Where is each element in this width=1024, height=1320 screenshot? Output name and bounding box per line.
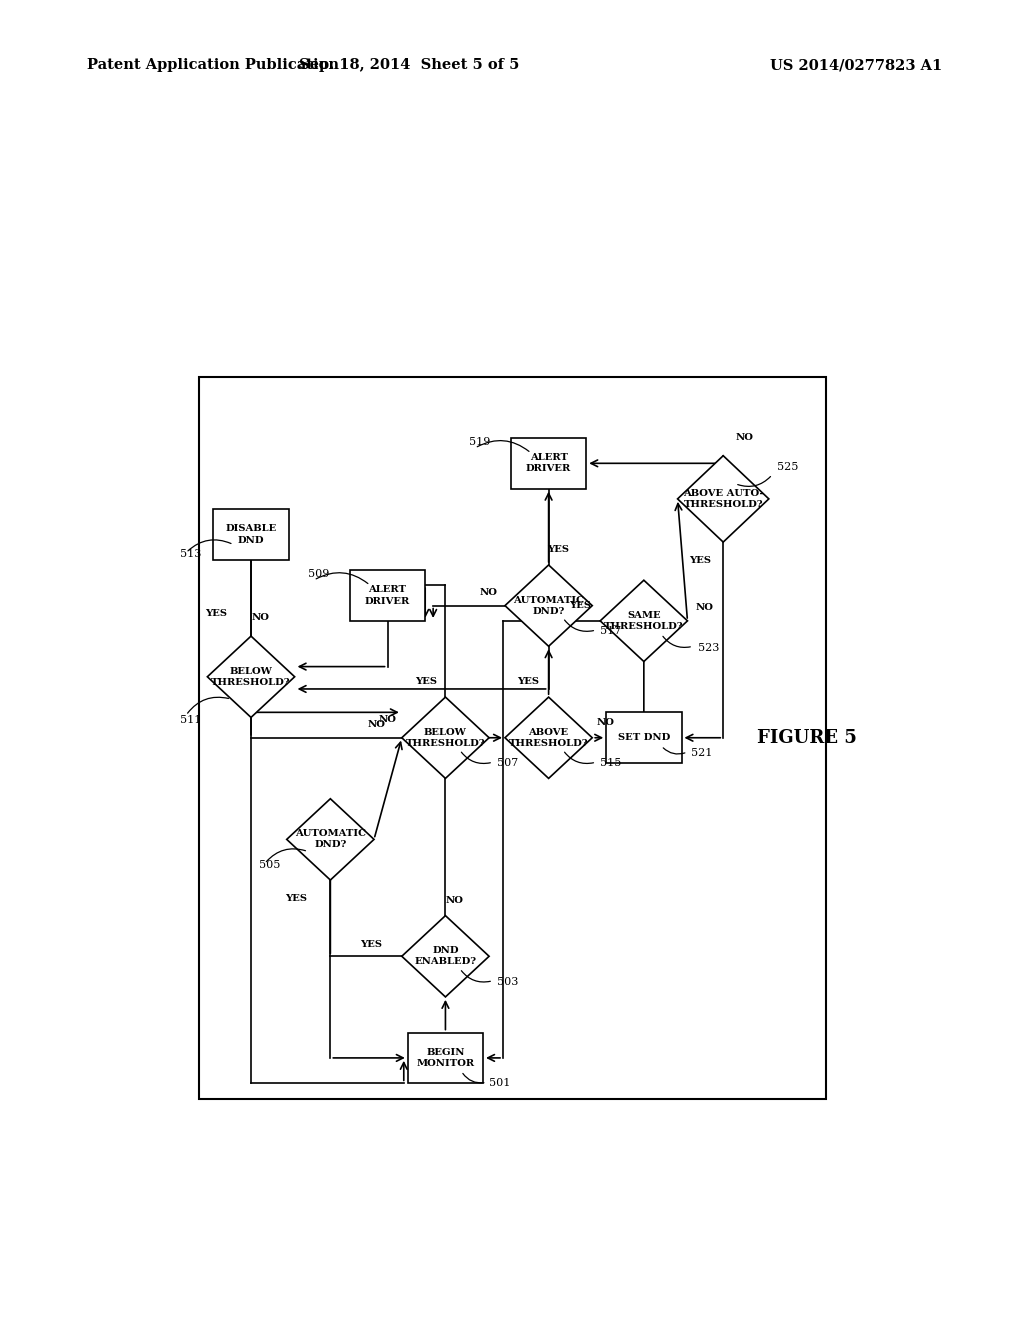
Bar: [213, 510, 289, 560]
Text: YES: YES: [360, 940, 382, 949]
Text: 525: 525: [777, 462, 799, 473]
Text: Sep. 18, 2014  Sheet 5 of 5: Sep. 18, 2014 Sheet 5 of 5: [299, 58, 520, 73]
Text: YES: YES: [205, 609, 227, 618]
Text: NO: NO: [596, 718, 614, 727]
Text: AUTOMATIC
DND?: AUTOMATIC DND?: [295, 829, 366, 850]
Polygon shape: [287, 799, 374, 880]
Bar: [200, 378, 826, 1098]
Text: ALERT
DRIVER: ALERT DRIVER: [526, 453, 571, 474]
Text: YES: YES: [547, 545, 569, 554]
Bar: [606, 713, 682, 763]
Text: 521: 521: [691, 748, 713, 758]
Text: YES: YES: [689, 556, 712, 565]
Text: BELOW
THRESHOLD?: BELOW THRESHOLD?: [211, 667, 291, 686]
Text: SAME
THRESHOLD?: SAME THRESHOLD?: [604, 611, 684, 631]
Text: ALERT
DRIVER: ALERT DRIVER: [365, 585, 411, 606]
Text: 519: 519: [469, 437, 490, 447]
Polygon shape: [505, 697, 592, 779]
Text: 513: 513: [179, 549, 201, 558]
Text: YES: YES: [568, 601, 591, 610]
Text: NO: NO: [446, 896, 464, 906]
Polygon shape: [401, 916, 489, 997]
Text: 515: 515: [600, 758, 622, 768]
Polygon shape: [678, 455, 769, 543]
Text: US 2014/0277823 A1: US 2014/0277823 A1: [770, 58, 942, 73]
Text: 511: 511: [179, 714, 201, 725]
Text: AUTOMATIC
DND?: AUTOMATIC DND?: [513, 595, 584, 615]
Text: 523: 523: [697, 643, 719, 653]
Text: FIGURE 5: FIGURE 5: [757, 729, 856, 747]
Bar: [511, 438, 587, 488]
Polygon shape: [600, 581, 687, 661]
Text: ABOVE AUTO-
THRESHOLD?: ABOVE AUTO- THRESHOLD?: [683, 488, 764, 510]
Text: SET DND: SET DND: [617, 733, 670, 742]
Text: NO: NO: [695, 603, 714, 612]
Text: DND
ENABLED?: DND ENABLED?: [415, 946, 476, 966]
Text: ABOVE
THRESHOLD?: ABOVE THRESHOLD?: [509, 727, 589, 748]
Text: BELOW
THRESHOLD?: BELOW THRESHOLD?: [406, 727, 485, 748]
Polygon shape: [207, 636, 295, 718]
Text: NO: NO: [252, 614, 269, 622]
Polygon shape: [505, 565, 592, 647]
Text: NO: NO: [735, 433, 753, 442]
Polygon shape: [401, 697, 489, 779]
Text: 505: 505: [259, 859, 281, 870]
Text: NO: NO: [368, 719, 386, 729]
Text: YES: YES: [517, 677, 539, 686]
Bar: [350, 570, 425, 620]
Text: 509: 509: [308, 569, 330, 579]
Text: Patent Application Publication: Patent Application Publication: [87, 58, 339, 73]
Text: 501: 501: [489, 1078, 510, 1089]
Text: DISABLE
DND: DISABLE DND: [225, 524, 276, 545]
Text: YES: YES: [416, 677, 437, 686]
Text: NO: NO: [379, 715, 397, 723]
Text: BEGIN
MONITOR: BEGIN MONITOR: [417, 1048, 474, 1068]
Text: YES: YES: [285, 894, 306, 903]
Text: 517: 517: [600, 626, 622, 636]
Text: 503: 503: [497, 977, 518, 987]
Text: NO: NO: [479, 587, 497, 597]
Text: 507: 507: [497, 758, 518, 768]
Bar: [408, 1032, 483, 1084]
